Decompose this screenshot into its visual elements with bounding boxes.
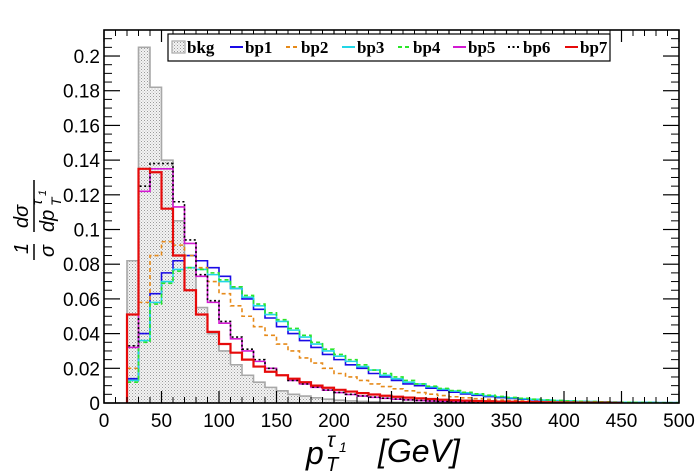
series-bp4: [126, 266, 679, 403]
y-tick-label: 0.16: [63, 116, 100, 137]
x-title-unit: [GeV]: [377, 433, 461, 469]
y-title-sup: τ: [29, 198, 46, 205]
x-tick-label: 500: [663, 411, 695, 432]
y-tick-label: 0.04: [63, 325, 100, 346]
series-bp4-line: [126, 266, 679, 403]
x-tick-label: 450: [606, 411, 638, 432]
legend-label-bp3: bp3: [357, 38, 384, 57]
legend-entry-bp6: bp6: [508, 38, 550, 57]
legend-entry-bp7: bp7: [565, 38, 608, 57]
y-tick-label: 0.06: [63, 290, 100, 311]
legend-label-bp4: bp4: [413, 38, 441, 57]
x-tick-label: 50: [151, 411, 172, 432]
legend-entry-bp4: bp4: [398, 38, 441, 57]
series-layer: [125, 46, 679, 403]
legend-entry-bp5: bp5: [453, 38, 495, 57]
x-tick-label: 400: [548, 411, 580, 432]
y-tick-label: 0.02: [63, 359, 100, 380]
y-title-supsub: 1: [37, 190, 49, 196]
y-tick-label: 0.14: [63, 151, 100, 172]
x-title-supsub: 1: [339, 439, 347, 455]
legend-label-bp5: bp5: [468, 38, 495, 57]
legend-label-bp6: bp6: [523, 38, 550, 57]
x-axis-title: p T τ 1 [GeV]: [305, 429, 461, 475]
x-title-p: p: [305, 435, 324, 471]
x-tick-label: 350: [491, 411, 523, 432]
axes-layer: 0 50 100 150 200 250 300 350 400 450 500 0 0.02 0.04 0…: [63, 29, 695, 432]
y-tick-label: 0.1: [74, 221, 100, 242]
x-title-sup: τ: [327, 429, 336, 452]
x-tick-label: 150: [261, 411, 293, 432]
x-title-sub: T: [326, 454, 340, 475]
y-title-dsigma: dσ: [11, 204, 33, 228]
legend-entry-bp3: bp3: [342, 38, 384, 57]
x-tick-label: 250: [376, 411, 408, 432]
y-title-one: 1: [11, 243, 33, 254]
y-tick-label: 0.08: [63, 255, 100, 276]
y-title-sub: T: [48, 196, 64, 206]
legend-entry-bp1: bp1: [230, 38, 272, 57]
y-tick-label: 0: [89, 394, 100, 415]
y-axis-title: 1 σ dσ dp T τ 1: [11, 180, 64, 260]
legend-label-bkg: bkg: [187, 38, 215, 57]
legend-label-bp2: bp2: [301, 38, 328, 57]
legend-entry-bp2: bp2: [286, 38, 328, 57]
y-title-dp: dp: [37, 210, 59, 232]
series-bp3-line: [126, 266, 679, 403]
y-tick-label: 0.12: [63, 186, 100, 207]
y-tick-label: 0.18: [63, 82, 100, 103]
x-tick-label: 300: [433, 411, 465, 432]
y-title-sigma: σ: [37, 244, 59, 257]
y-tick-label: 0.2: [74, 47, 100, 68]
x-tick-label: 200: [318, 411, 350, 432]
legend: bkg bp1 bp2 bp3 bp4 bp5 bp6 bp7: [167, 33, 611, 62]
legend-label-bp7: bp7: [580, 38, 608, 57]
legend-entry-bkg: bkg: [171, 38, 215, 57]
x-tick-label: 100: [203, 411, 235, 432]
series-bp3: [126, 266, 679, 403]
x-tick-label: 0: [99, 411, 110, 432]
legend-swatch-bkg: [171, 40, 186, 54]
legend-label-bp1: bp1: [245, 38, 272, 57]
